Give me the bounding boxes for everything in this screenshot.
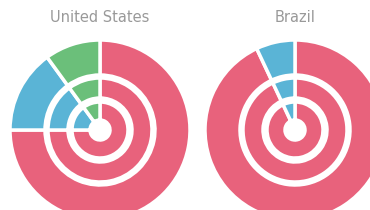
- Wedge shape: [243, 78, 347, 182]
- Wedge shape: [72, 107, 94, 130]
- Wedge shape: [10, 40, 190, 210]
- Wedge shape: [273, 78, 295, 101]
- Text: United States: United States: [50, 10, 150, 25]
- Text: Brazil: Brazil: [275, 10, 316, 25]
- Wedge shape: [70, 78, 100, 104]
- Wedge shape: [283, 102, 295, 121]
- Wedge shape: [48, 88, 81, 130]
- Wedge shape: [48, 78, 152, 182]
- Wedge shape: [72, 102, 128, 158]
- Wedge shape: [205, 40, 370, 210]
- Wedge shape: [84, 102, 100, 122]
- Wedge shape: [257, 40, 295, 80]
- Wedge shape: [267, 102, 323, 158]
- Wedge shape: [10, 57, 68, 130]
- Wedge shape: [47, 40, 100, 85]
